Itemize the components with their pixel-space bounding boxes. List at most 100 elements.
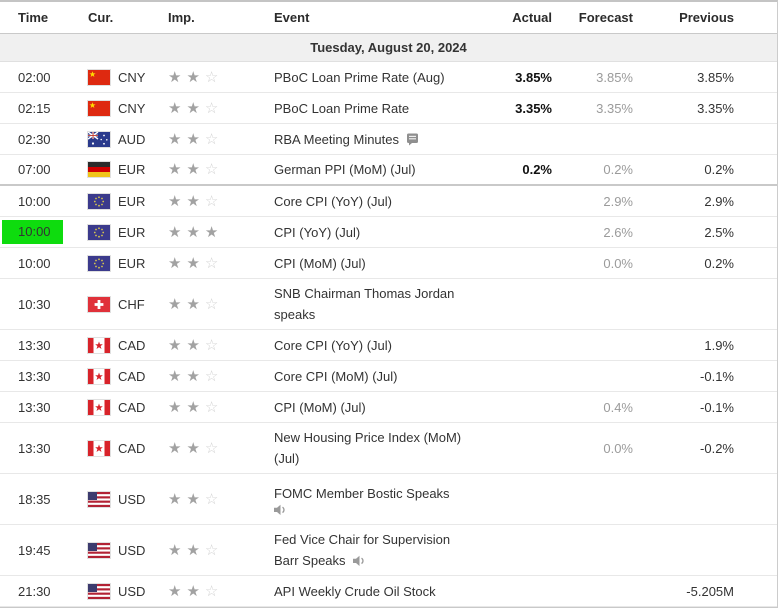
event-link[interactable]: Core CPI (MoM) (Jul) [274,368,398,384]
event-cell: Core CPI (MoM) (Jul) [274,361,510,391]
time-cell: 18:35 [0,474,88,524]
event-cell: German PPI (MoM) (Jul) [274,155,510,184]
star-icon: ☆ [204,161,219,178]
star-icon: ★ [168,541,182,559]
event-link[interactable]: CPI (YoY) (Jul) [274,224,361,240]
previous-value: 0.2% [704,255,734,271]
cn-flag-icon [88,69,110,85]
forecast-value [552,576,633,606]
event-link[interactable]: Core CPI (YoY) (Jul) [274,193,392,209]
event-link[interactable]: (Jul) [274,451,300,466]
event-link[interactable]: PBoC Loan Prime Rate (Aug) [274,69,445,85]
event-link[interactable]: Barr Speaks [274,553,346,568]
currency-cell: EUR [88,217,168,247]
event-link[interactable]: Fed Vice Chair for Supervision [274,532,451,547]
star-icon: ★ [186,161,200,178]
event-cell: Core CPI (YoY) (Jul) [274,186,510,216]
event-time: 10:00 [2,220,63,244]
currency-cell: CNY [88,62,168,92]
column-header-currency: Cur. [88,10,114,25]
star-icon: ☆ [204,68,219,86]
speaker-icon[interactable] [352,555,367,567]
event-line: CPI (YoY) (Jul) [274,222,360,243]
time-cell: 21:30 [0,576,88,606]
event-link[interactable]: CPI (MoM) (Jul) [274,255,366,271]
star-icon: ★ [168,68,182,86]
currency-code: AUD [118,131,146,147]
event-time: 18:35 [18,491,51,507]
star-icon: ☆ [204,541,219,559]
previous-value [633,525,734,575]
star-icon: ★ [168,490,182,508]
event-link[interactable]: FOMC Member Bostic Speaks [274,485,450,501]
star-icon: ☆ [204,192,219,210]
event-row: 13:30 CAD ★ ★ ☆ Core CPI (YoY) (Jul) 1.9% [0,330,777,361]
currency-cell: USD [88,474,168,524]
speaker-icon[interactable] [274,504,288,516]
currency-code: USD [118,491,146,507]
event-link[interactable]: New Housing Price Index (MoM) [274,430,462,445]
event-line: Core CPI (MoM) (Jul) [274,366,398,387]
previous-value [633,279,734,329]
currency-cell: EUR [88,155,168,184]
previous-value [633,124,734,154]
event-row: 18:35 USD ★ ★ ☆ FOMC Member Bostic Speaks [0,474,777,525]
currency-code: EUR [118,255,146,271]
star-icon: ★ [168,367,182,385]
currency-code: CHF [118,296,145,312]
currency-code: EUR [118,224,146,240]
event-link[interactable]: Core CPI (YoY) (Jul) [274,337,392,353]
actual-value [510,124,552,154]
report-icon[interactable] [406,133,419,146]
event-line: FOMC Member Bostic Speaks [274,483,450,504]
event-line: (Jul) [274,448,299,469]
column-header-time: Time [18,10,49,25]
actual-value [510,392,552,422]
previous-value: 2.5% [704,224,734,240]
event-link[interactable]: German PPI (MoM) (Jul) [274,162,416,177]
event-time: 13:30 [18,440,51,456]
event-line: API Weekly Crude Oil Stock [274,581,436,602]
event-link[interactable]: speaks [274,307,316,322]
importance-stars: ★ ★ ★ [168,217,274,247]
currency-code: USD [118,583,146,599]
actual-value [510,525,552,575]
star-icon: ★ [186,541,200,559]
time-cell: 13:30 [0,361,88,391]
us-flag-icon [88,542,110,558]
event-line: New Housing Price Index (MoM) [274,427,461,448]
star-icon: ☆ [204,490,219,508]
event-link[interactable]: RBA Meeting Minutes [274,131,400,147]
previous-value: 3.85% [697,69,734,85]
event-time: 10:30 [18,296,51,312]
event-line: CPI (MoM) (Jul) [274,397,366,418]
star-icon: ☆ [204,439,219,457]
event-row: 13:30 CAD ★ ★ ☆ New Housing Price Index (MoM)… [0,423,777,474]
currency-code: EUR [118,193,146,209]
event-link[interactable]: PBoC Loan Prime Rate [274,100,410,116]
event-row: 02:00 CNY ★ ★ ☆ PBoC Loan Prime Rate (Aug) 3.8… [0,62,777,93]
currency-code: EUR [118,162,146,177]
au-flag-icon [88,131,110,147]
star-icon: ★ [168,161,182,178]
time-cell: 13:30 [0,392,88,422]
column-header-event: Event [274,10,310,25]
currency-cell: USD [88,525,168,575]
star-icon: ★ [186,336,200,354]
actual-value [510,279,552,329]
event-link[interactable]: SNB Chairman Thomas Jordan [274,286,455,301]
star-icon: ★ [168,130,182,148]
actual-value [510,248,552,278]
importance-stars: ★ ★ ☆ [168,423,274,473]
event-time: 13:30 [18,337,51,353]
actual-value [510,217,552,247]
currency-cell: CAD [88,361,168,391]
event-link[interactable]: CPI (MoM) (Jul) [274,399,366,415]
star-icon: ☆ [204,295,219,313]
forecast-value [552,525,633,575]
star-icon: ★ [186,99,200,117]
currency-cell: CNY [88,93,168,123]
cn-flag-icon [88,100,110,116]
event-link[interactable]: API Weekly Crude Oil Stock [274,583,436,599]
event-cell: Core CPI (YoY) (Jul) [274,330,510,360]
